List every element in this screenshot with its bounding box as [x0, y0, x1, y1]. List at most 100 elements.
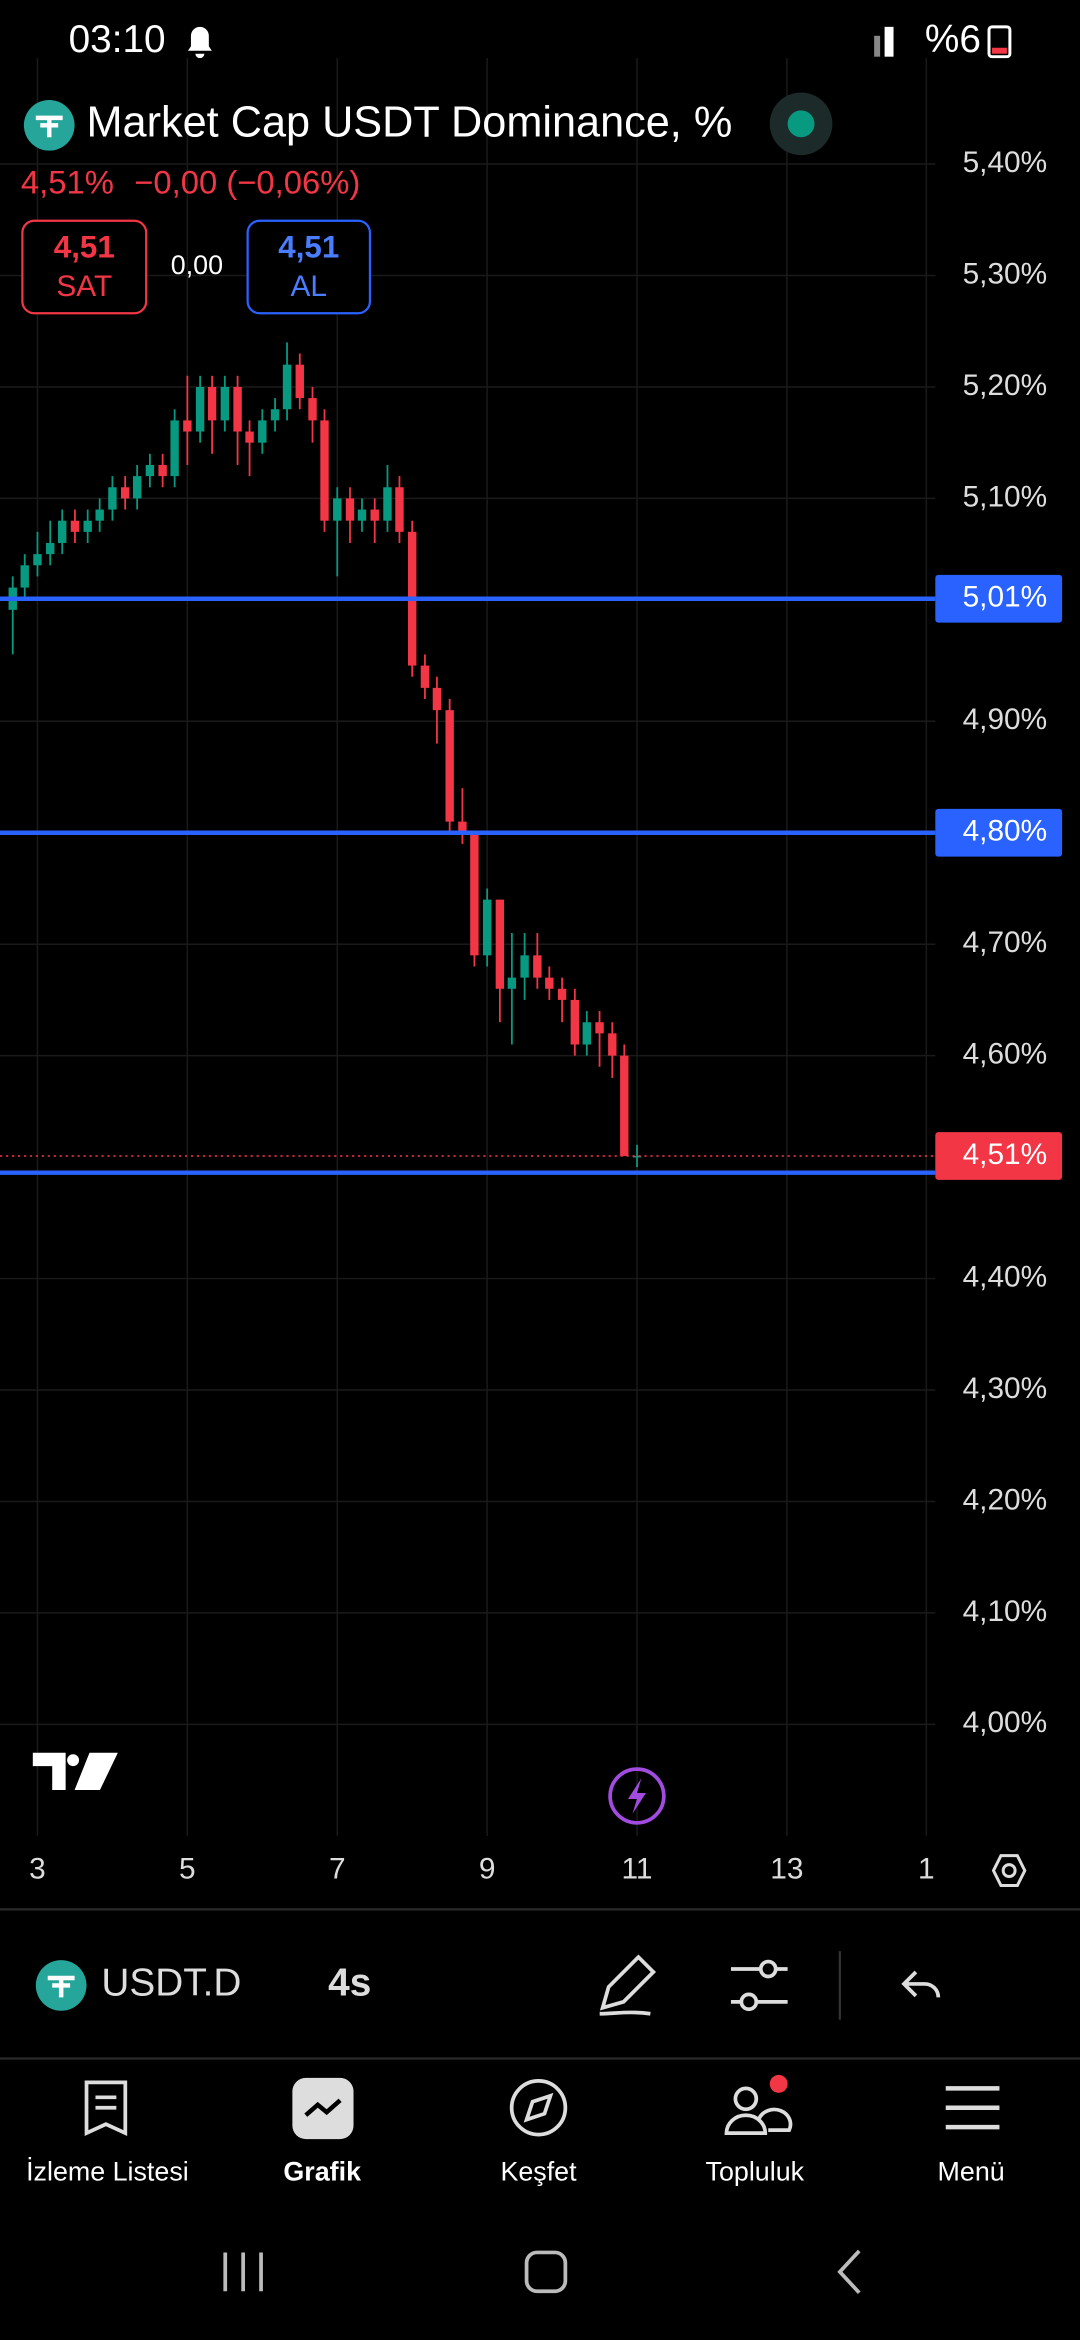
- candle-body: [120, 487, 130, 499]
- candle-body: [158, 464, 167, 477]
- toolbar-interval[interactable]: 4s: [328, 1962, 371, 2005]
- symbol-title: Market Cap USDT Dominance, %: [87, 99, 733, 147]
- y-tick-label: 5,40%: [963, 146, 1048, 179]
- candle-body: [470, 832, 479, 956]
- back-button[interactable]: [837, 2249, 861, 2294]
- indicators-icon: [739, 1992, 759, 2012]
- explore-icon: [509, 2079, 568, 2137]
- buy-button[interactable]: [246, 219, 372, 315]
- nav-chart[interactable]: Grafik: [283, 2077, 361, 2187]
- y-tick-label: 4,10%: [963, 1595, 1048, 1628]
- battery-level: [991, 47, 1007, 54]
- community-icon: [733, 2086, 759, 2112]
- tradingview-logo: [32, 1752, 118, 1791]
- bell-icon: [187, 26, 212, 59]
- candle-body: [20, 565, 29, 588]
- last-price-label-box: [935, 1132, 1063, 1180]
- buy-price: 4,51: [278, 229, 339, 264]
- nav-explore[interactable]: Keşfet: [500, 2079, 577, 2187]
- sell-price: 4,51: [54, 229, 115, 264]
- chart: 5,40% 5,30% 5,20% 5,10% 4,90% 4,70% 4,60% 4,40%…: [0, 58, 1063, 1885]
- candle-body: [308, 398, 317, 421]
- candle-body: [632, 1155, 642, 1158]
- candle-body: [395, 487, 404, 532]
- buy-label: AL: [291, 270, 327, 303]
- candle-body: [545, 977, 554, 989]
- candle-body: [83, 520, 92, 532]
- y-tick-label: 4,20%: [963, 1483, 1048, 1516]
- community-icon: [724, 2107, 793, 2135]
- candle-body: [245, 431, 254, 443]
- clock: 03:10: [69, 18, 166, 61]
- horizontal-line-label: 5,01%: [963, 581, 1048, 614]
- x-tick-label: 3: [29, 1852, 46, 1885]
- candle-body: [270, 409, 280, 421]
- watchlist-icon: [84, 2080, 128, 2137]
- candle-body: [620, 1055, 629, 1156]
- y-tick-label: 4,70%: [963, 926, 1048, 959]
- settings-button[interactable]: [991, 1854, 1027, 1887]
- candle-body: [495, 899, 505, 989]
- last-price-label: 4,51%: [963, 1138, 1048, 1171]
- candle-body: [258, 420, 267, 443]
- nav-menu[interactable]: Menü: [938, 2086, 1005, 2186]
- nav-label: Grafik: [283, 2156, 361, 2186]
- horizontal-line-label-box: [935, 808, 1063, 857]
- draw-button[interactable]: [599, 1954, 657, 2016]
- candle-body: [46, 542, 55, 555]
- x-tick-label: 11: [622, 1852, 653, 1885]
- candle-body: [58, 520, 67, 543]
- candle-body: [70, 520, 80, 532]
- market-status-dot: [787, 110, 815, 138]
- y-tick-label: 4,00%: [963, 1706, 1048, 1739]
- compass-needle: [523, 2092, 554, 2123]
- candle-body: [295, 364, 304, 399]
- candle-body: [420, 665, 430, 688]
- indicators-icon: [758, 1959, 778, 1979]
- candle-body: [520, 955, 529, 978]
- x-tick-label: 5: [179, 1852, 196, 1885]
- candle-body: [220, 386, 230, 421]
- candle-body: [320, 420, 329, 521]
- candle-body: [608, 1033, 617, 1056]
- candle-body: [482, 899, 492, 956]
- y-tick-label: 4,30%: [963, 1372, 1048, 1405]
- x-tick-label: 9: [479, 1852, 496, 1885]
- candle-body: [170, 420, 179, 477]
- menu-icon: [945, 2086, 1000, 2130]
- y-tick-label: 5,10%: [963, 480, 1048, 513]
- recent-apps-button[interactable]: [223, 2252, 263, 2292]
- price-change: −0,00 (−0,06%): [134, 164, 360, 201]
- y-tick-label: 5,20%: [963, 369, 1048, 402]
- candle-body: [207, 386, 217, 421]
- battery-icon: [987, 25, 1012, 59]
- tether-mark: [47, 1975, 75, 1998]
- notification-dot: [769, 2074, 788, 2093]
- signal-icon: [874, 35, 881, 57]
- candle-body: [108, 487, 117, 510]
- spread: 0,00: [171, 250, 223, 280]
- toolbar-symbol[interactable]: USDT.D: [101, 1962, 241, 2005]
- candle-body: [33, 554, 42, 566]
- candle-body: [132, 476, 142, 499]
- horizontal-line-label-box: [935, 574, 1063, 623]
- candle-body: [557, 988, 567, 1000]
- nav-label: Topluluk: [706, 2156, 805, 2186]
- nav-label: Menü: [938, 2156, 1005, 2186]
- lightning-button[interactable]: [608, 1767, 666, 1825]
- nav-community[interactable]: Topluluk: [706, 2074, 805, 2187]
- sell-button[interactable]: [21, 219, 148, 315]
- candle-body: [145, 464, 155, 477]
- home-button[interactable]: [524, 2250, 568, 2294]
- horizontal-line-label: 4,80%: [963, 815, 1048, 848]
- grid: [0, 58, 936, 1836]
- candle-body: [582, 1022, 592, 1045]
- nav-watchlist[interactable]: İzleme Listesi: [26, 2080, 189, 2186]
- x-tick-label: 7: [329, 1852, 346, 1885]
- y-tick-label: 4,60%: [963, 1038, 1048, 1071]
- candle-body: [507, 977, 517, 989]
- undo-button[interactable]: [901, 1970, 941, 1998]
